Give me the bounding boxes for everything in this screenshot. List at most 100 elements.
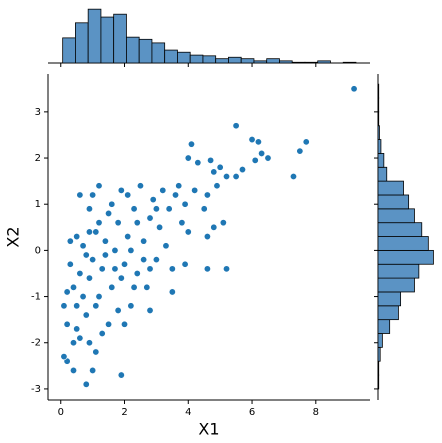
hist-bar [377,194,410,210]
hist-bar [304,61,319,64]
point [117,186,125,194]
hist-bar [189,54,204,64]
x-tick-label: 2 [121,407,127,418]
point [223,265,231,273]
point [101,237,109,245]
point [194,159,202,167]
hist-bar [377,305,399,321]
x-tick-label: 4 [185,407,191,418]
point [127,246,135,254]
point [219,219,227,227]
point [254,138,262,146]
point [184,228,192,236]
point [111,246,119,254]
point [162,242,170,250]
point [175,182,183,190]
point [251,156,259,164]
point [258,149,266,157]
hist-bar [87,8,102,64]
hist-bar [202,55,217,64]
hist-bar [377,139,382,154]
point [82,311,90,319]
point [238,166,246,174]
point [133,269,141,277]
point [95,182,103,190]
hist-bar [377,222,423,237]
y-tick-label: 2 [35,153,41,164]
hist-bar [377,166,388,182]
point [117,274,125,282]
hist-bar [215,58,229,64]
point [108,200,116,208]
point [92,302,100,310]
hist-bar [113,13,127,64]
point [70,283,78,291]
point [85,205,93,213]
hist-bar [100,16,115,64]
point [70,366,78,374]
hist-bar [253,60,268,64]
point [70,339,78,347]
point [296,147,304,155]
point [73,233,81,241]
point [127,302,135,310]
point [191,186,199,194]
point [98,330,106,338]
y-tick-label: -1 [31,292,41,303]
point [165,205,173,213]
point [232,173,240,181]
hist-bar [279,60,293,64]
y-tick-label: -3 [31,384,41,395]
point [133,219,141,227]
point [89,366,97,374]
point [105,320,113,328]
point [63,320,71,328]
hist-bar [75,22,89,64]
point [121,260,129,268]
x-tick-label: 8 [313,407,319,418]
hist-bar [377,208,415,224]
point [152,205,160,213]
hist-bar [342,61,357,64]
point [66,237,74,245]
point [184,154,192,162]
point [82,251,90,259]
point [187,140,195,148]
point [108,283,116,291]
point [130,283,138,291]
hist-bar [377,263,420,279]
hist-bar [317,60,331,64]
hist-bar [377,236,429,251]
point [146,265,154,273]
point [60,302,68,310]
hist-bar [151,42,166,64]
point [60,353,68,361]
point [124,233,132,241]
hist-bar [164,49,178,64]
hist-bar [377,97,380,113]
point [146,214,154,222]
point [143,283,151,291]
point [223,173,231,181]
hist-bar [138,38,153,64]
point [105,209,113,217]
point [302,138,310,146]
point [152,256,160,264]
hist-bar [126,36,140,64]
hist-bar [377,333,383,348]
point [203,265,211,273]
point [89,256,97,264]
x-tick-label: 6 [249,407,255,418]
point [98,265,106,273]
hist-bar [177,51,191,64]
point [85,339,93,347]
point [130,205,138,213]
point [82,380,90,388]
point [172,191,180,199]
point [203,233,211,241]
y-axis-label: X2 [4,226,23,247]
hist-bar [377,346,381,362]
point [168,265,176,273]
point [156,223,164,231]
